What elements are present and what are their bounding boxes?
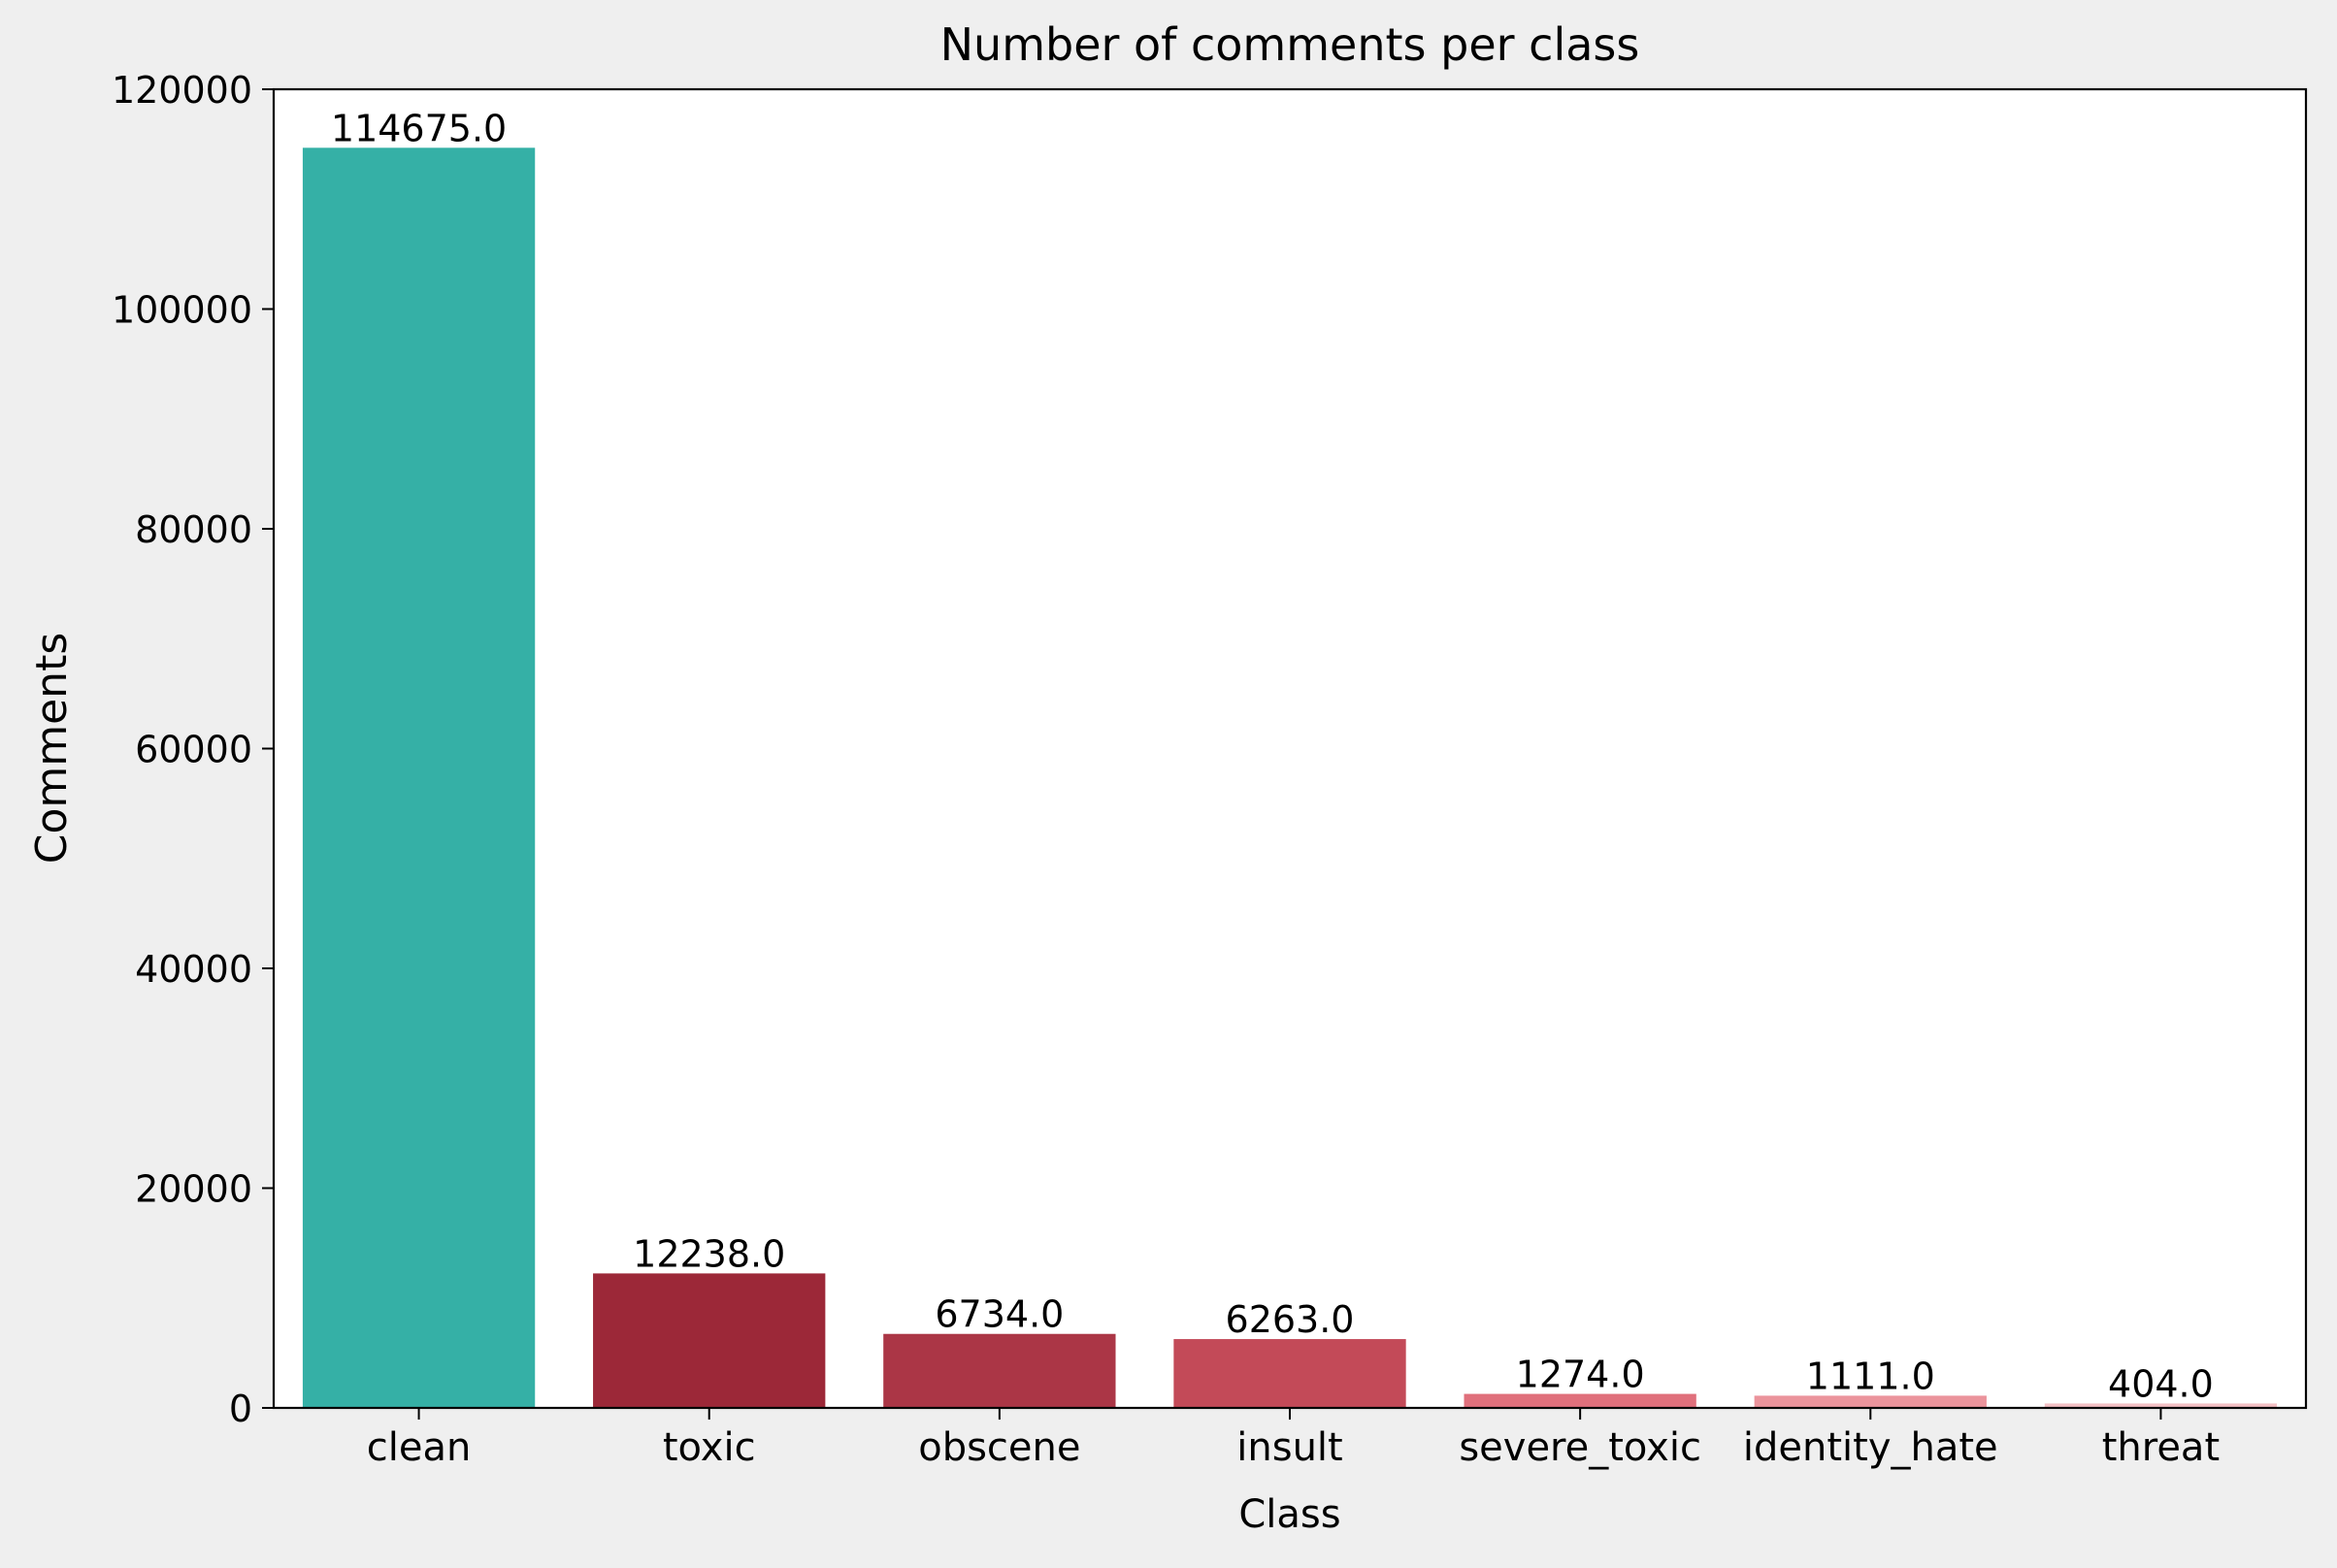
y-tick-label-4: 80000: [135, 508, 252, 551]
x-tick-label-severe_toxic: severe_toxic: [1459, 1425, 1701, 1470]
bar-value-label-clean: 114675.0: [331, 107, 507, 149]
bar-value-label-insult: 6263.0: [1226, 1298, 1355, 1341]
x-tick-label-identity_hate: identity_hate: [1743, 1425, 1998, 1470]
x-tick-label-insult: insult: [1236, 1425, 1342, 1470]
x-tick-label-obscene: obscene: [918, 1425, 1080, 1470]
bars: [302, 147, 2278, 1408]
bar-insult: [1173, 1339, 1406, 1408]
bar-value-label-obscene: 6734.0: [935, 1293, 1064, 1336]
y-tick-label-0: 0: [229, 1388, 252, 1430]
bar-toxic: [593, 1273, 826, 1408]
bar-severe_toxic: [1464, 1393, 1696, 1408]
bar-clean: [302, 147, 536, 1408]
y-tick-label-1: 20000: [135, 1168, 252, 1211]
bar-value-label-severe_toxic: 1274.0: [1516, 1354, 1645, 1396]
y-tick-label-5: 100000: [112, 289, 252, 332]
bar-identity_hate: [1754, 1395, 1987, 1408]
bar-obscene: [883, 1333, 1116, 1408]
x-tick-label-toxic: toxic: [663, 1425, 756, 1470]
y-tick-label-2: 40000: [135, 948, 252, 991]
bar-value-label-toxic: 12238.0: [633, 1232, 785, 1275]
chart-title: Number of comments per class: [940, 18, 1640, 71]
y-tick-label-3: 60000: [135, 729, 252, 771]
bar-value-label-threat: 404.0: [2108, 1362, 2214, 1405]
bar-value-labels: 114675.0 12238.0 6734.0 6263.0 1274.0 1111.0 4…: [331, 107, 2214, 1405]
plot-frame: [272, 87, 2308, 1410]
y-axis-ticks: 0 20000 40000 60000 80000 100000 120000: [112, 69, 274, 1430]
x-tick-label-threat: threat: [2102, 1425, 2220, 1470]
x-axis-label: Class: [1238, 1492, 1340, 1537]
x-axis-ticks: clean toxic obscene insult severe_toxic ident…: [367, 1408, 2220, 1470]
x-tick-label-clean: clean: [367, 1425, 472, 1470]
y-tick-label-6: 120000: [112, 69, 252, 112]
y-axis-label: Comments: [27, 633, 77, 865]
bar-value-label-identity_hate: 1111.0: [1806, 1355, 1935, 1397]
bar-threat: [2044, 1403, 2278, 1408]
plot-area: [274, 89, 2306, 1408]
